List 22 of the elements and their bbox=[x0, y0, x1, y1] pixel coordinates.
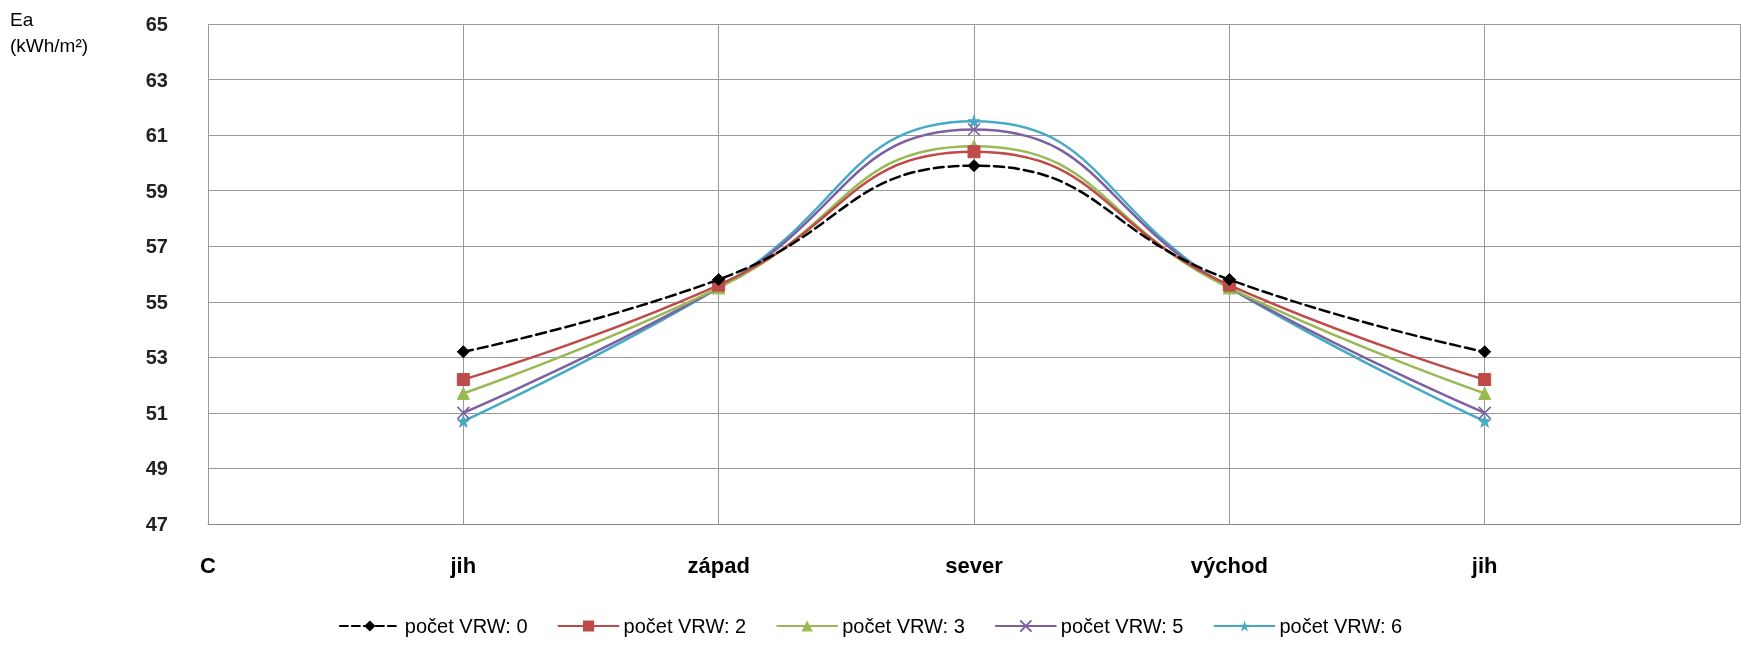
y-tick-label: 57 bbox=[145, 235, 168, 258]
y-tick-label: 61 bbox=[145, 124, 168, 147]
x-tick-label: západ bbox=[687, 552, 750, 578]
y-tick-label: 51 bbox=[145, 401, 168, 424]
y-tick-label: 65 bbox=[145, 13, 168, 35]
y-tick-label: 49 bbox=[145, 457, 168, 480]
y-axis-title: Ea (kWh/m²) bbox=[10, 8, 89, 56]
y-tick-label: 59 bbox=[145, 179, 168, 202]
x-tick-label: C bbox=[200, 552, 217, 578]
y-tick-label: 63 bbox=[145, 68, 168, 91]
legend-label: počet VRW: 5 bbox=[1060, 615, 1184, 637]
legend-label: počet VRW: 2 bbox=[623, 615, 747, 637]
legend-label: počet VRW: 3 bbox=[842, 615, 965, 637]
x-tick-label: jih bbox=[1470, 552, 1498, 578]
x-tick-label: východ bbox=[1190, 552, 1268, 578]
x-tick-label: jih bbox=[449, 552, 477, 578]
x-tick-label: sever bbox=[945, 552, 1004, 578]
y-tick-label: 55 bbox=[145, 290, 168, 313]
y-tick-label: 53 bbox=[145, 346, 168, 369]
legend-label: počet VRW: 0 bbox=[404, 615, 528, 637]
y-tick-label: 47 bbox=[145, 513, 168, 535]
legend-label: počet VRW: 6 bbox=[1279, 615, 1403, 637]
